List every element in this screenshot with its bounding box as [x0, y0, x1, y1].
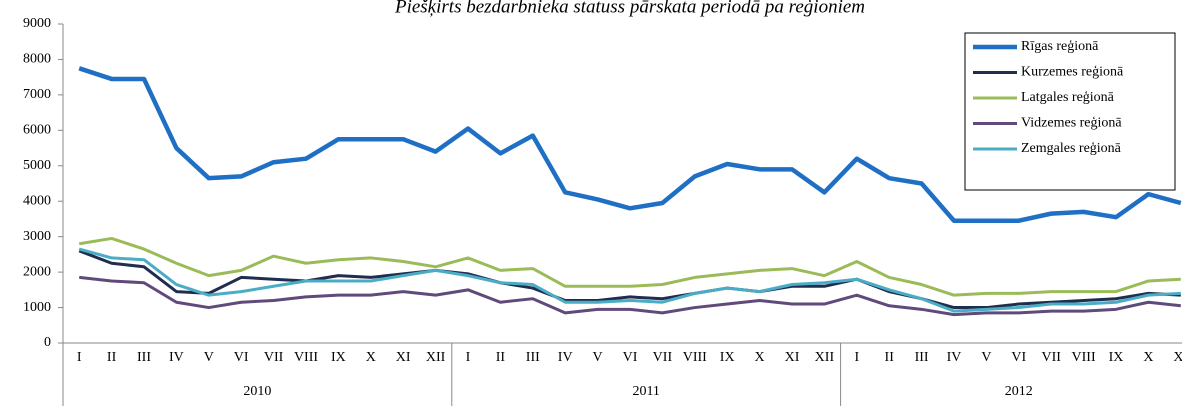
x-tick-label: VI: [623, 350, 638, 365]
x-tick-label: IX: [1109, 350, 1124, 365]
y-tick-label: 1000: [23, 300, 51, 315]
legend-label: Rīgas reģionā: [1021, 38, 1099, 54]
chart-title: Piešķirts bezdarbnieka statuss pārskata …: [394, 0, 865, 17]
x-tick-label: V: [204, 350, 214, 365]
x-tick-label: II: [885, 350, 895, 365]
y-tick-label: 3000: [23, 229, 51, 244]
x-group-label: 2010: [243, 384, 271, 399]
x-tick-label: XI: [1173, 350, 1182, 365]
x-tick-label: VII: [653, 350, 673, 365]
x-tick-label: IV: [169, 350, 184, 365]
x-tick-label: VII: [264, 350, 284, 365]
legend-label: Zemgales reģionā: [1021, 140, 1122, 156]
series-line: [78, 247, 1181, 313]
x-tick-label: I: [466, 350, 471, 365]
y-tick-label: 8000: [23, 52, 51, 67]
x-tick-label: IV: [947, 350, 962, 365]
x-tick-label: IX: [331, 350, 346, 365]
legend-label: Vidzemes reģionā: [1021, 115, 1122, 131]
y-tick-label: 7000: [23, 87, 51, 102]
x-tick-label: II: [496, 350, 506, 365]
series-line: [78, 249, 1181, 310]
x-tick-label: VI: [1011, 350, 1026, 365]
x-tick-label: V: [981, 350, 991, 365]
x-group-label: 2011: [632, 384, 659, 399]
legend-label: Latgales reģionā: [1021, 89, 1115, 105]
x-tick-label: XII: [426, 350, 446, 365]
x-tick-label: XI: [396, 350, 411, 365]
x-tick-label: X: [1143, 350, 1153, 365]
legend-box: [964, 32, 1176, 191]
x-tick-label: X: [366, 350, 376, 365]
x-group-label: 2012: [1005, 384, 1033, 399]
x-tick-label: IV: [558, 350, 573, 365]
y-tick-label: 2000: [23, 264, 51, 279]
series-line: [78, 236, 1181, 297]
y-tick-label: 4000: [23, 193, 51, 208]
x-tick-label: VII: [1041, 350, 1061, 365]
x-tick-label: X: [755, 350, 765, 365]
x-tick-label: VIII: [683, 350, 707, 365]
x-tick-label: I: [77, 350, 82, 365]
x-tick-label: II: [107, 350, 117, 365]
legend-label: Kurzemes reģionā: [1021, 64, 1124, 80]
y-tick-label: 0: [44, 335, 51, 350]
y-tick-label: 6000: [23, 123, 51, 138]
x-tick-label: III: [137, 350, 151, 365]
y-tick-label: 9000: [23, 16, 51, 31]
x-tick-label: III: [526, 350, 540, 365]
x-tick-label: III: [915, 350, 929, 365]
series-line: [78, 66, 1182, 223]
x-tick-label: I: [854, 350, 859, 365]
x-tick-label: VIII: [294, 350, 318, 365]
y-tick-label: 5000: [23, 158, 51, 173]
x-tick-label: XII: [815, 350, 835, 365]
x-tick-label: VI: [234, 350, 249, 365]
x-tick-label: IX: [720, 350, 735, 365]
x-tick-label: VIII: [1072, 350, 1096, 365]
x-tick-label: XI: [785, 350, 800, 365]
x-tick-label: V: [593, 350, 603, 365]
series-line: [79, 275, 1181, 317]
